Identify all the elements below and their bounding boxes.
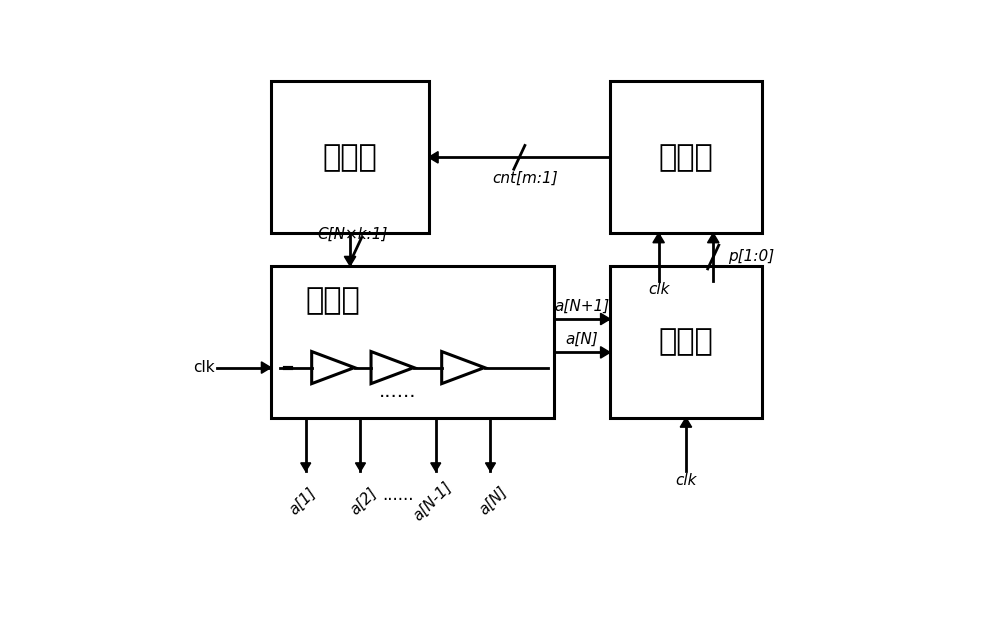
Text: a[N-1]: a[N-1] — [410, 479, 455, 523]
Text: ......: ...... — [382, 486, 414, 504]
Text: 计数器: 计数器 — [659, 143, 713, 172]
Bar — [271, 82, 429, 233]
Polygon shape — [601, 313, 610, 325]
Polygon shape — [653, 233, 664, 242]
Text: a[N]: a[N] — [477, 484, 510, 518]
Text: clk: clk — [648, 282, 669, 298]
Text: cnt[m:1]: cnt[m:1] — [492, 171, 558, 185]
Polygon shape — [485, 463, 495, 471]
Text: clk: clk — [193, 360, 214, 375]
Polygon shape — [680, 418, 692, 427]
Bar — [610, 266, 762, 418]
Bar — [271, 266, 554, 418]
Polygon shape — [601, 347, 610, 358]
Text: a[N+1]: a[N+1] — [554, 298, 609, 313]
Bar — [610, 82, 762, 233]
Polygon shape — [431, 463, 441, 471]
Text: a[N]: a[N] — [565, 332, 598, 347]
Polygon shape — [261, 362, 271, 373]
Polygon shape — [344, 256, 356, 266]
Polygon shape — [301, 463, 311, 471]
Polygon shape — [429, 152, 438, 163]
Text: 延时链: 延时链 — [306, 286, 360, 315]
Polygon shape — [355, 463, 365, 471]
Text: ......: ...... — [379, 382, 417, 401]
Text: C[N×k:1]: C[N×k:1] — [317, 227, 388, 242]
Text: a[2]: a[2] — [347, 485, 380, 517]
Text: a[1]: a[1] — [286, 485, 319, 517]
Text: 查找表: 查找表 — [322, 143, 377, 172]
Polygon shape — [708, 233, 719, 242]
Text: 鉴相器: 鉴相器 — [659, 327, 713, 356]
Text: p[1:0]: p[1:0] — [728, 249, 774, 265]
Text: clk: clk — [675, 473, 697, 487]
